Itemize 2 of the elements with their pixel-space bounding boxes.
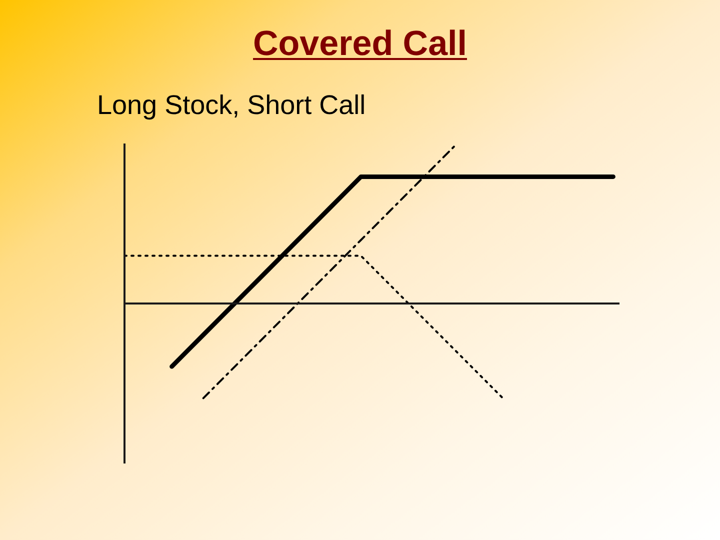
chart-subtitle: Long Stock, Short Call	[96, 89, 366, 120]
chart-title: Covered Call	[252, 23, 468, 63]
